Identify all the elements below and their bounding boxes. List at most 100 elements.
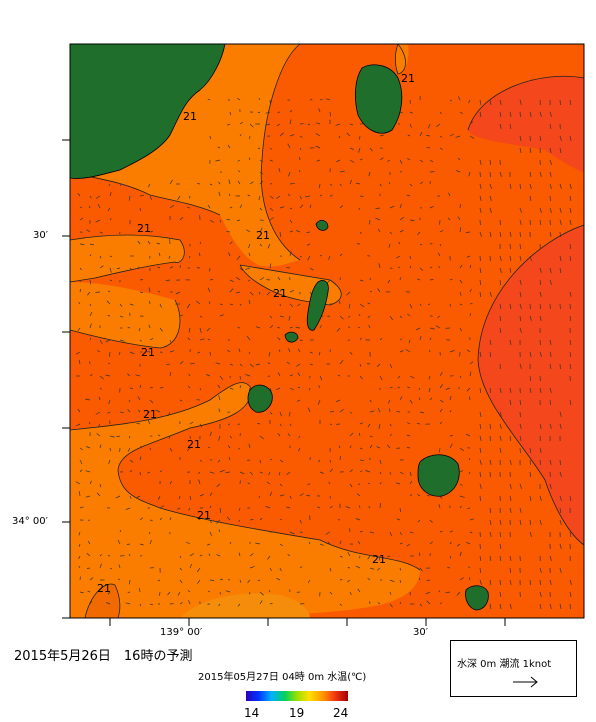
current-vector: [257, 111, 261, 114]
current-vector: [89, 279, 91, 285]
current-vector: [159, 505, 165, 509]
current-vector: [447, 567, 451, 569]
current-vector: [469, 313, 472, 317]
current-vector: [277, 326, 281, 329]
current-vector: [129, 387, 134, 389]
current-vector: [139, 279, 143, 281]
current-vector: [168, 435, 171, 439]
current-vector: [296, 399, 301, 402]
current-vector: [468, 458, 471, 461]
current-vector: [248, 351, 251, 354]
current-vector: [199, 327, 202, 333]
current-vector: [419, 243, 423, 246]
current-vector: [99, 563, 102, 569]
current-vector: [398, 241, 401, 245]
current-vector: [429, 159, 434, 163]
current-vector: [139, 207, 141, 212]
current-vector: [255, 326, 261, 329]
current-vector: [199, 554, 203, 557]
current-vector: [469, 121, 474, 125]
current-vector: [257, 423, 261, 425]
current-vector: [259, 471, 263, 474]
current-vector: [259, 227, 263, 233]
current-vector: [559, 219, 562, 225]
current-vector: [318, 108, 321, 113]
x-tick-label: 30′: [413, 627, 428, 638]
current-vector: [209, 579, 215, 581]
current-vector: [179, 216, 184, 221]
current-vector: [269, 411, 273, 415]
current-vector: [549, 171, 552, 177]
current-vector: [218, 395, 221, 401]
current-vector: [499, 279, 501, 286]
current-vector: [239, 375, 241, 380]
current-vector: [388, 243, 391, 248]
current-vector: [389, 471, 391, 475]
current-vector: [409, 183, 413, 187]
current-vector: [559, 231, 561, 238]
current-vector: [289, 119, 292, 125]
current-vector: [259, 277, 265, 281]
current-vector: [97, 350, 101, 353]
current-vector: [479, 267, 482, 273]
current-vector: [449, 435, 453, 437]
current-vector: [79, 459, 83, 465]
contour-label: 21: [256, 229, 270, 242]
current-vector: [229, 363, 234, 366]
current-vector: [509, 579, 512, 585]
map-subtitle: 2015年05月27日 04時 0m 水温(℃): [198, 672, 367, 683]
current-vector: [227, 144, 231, 149]
current-vector: [459, 227, 462, 233]
current-vector: [198, 252, 201, 257]
current-vector: [179, 399, 183, 402]
current-vector: [248, 157, 251, 161]
current-vector: [399, 396, 403, 401]
current-vector: [228, 457, 231, 461]
current-vector: [249, 363, 254, 368]
current-vector: [457, 157, 461, 161]
current-vector: [86, 229, 91, 233]
current-vector: [549, 267, 552, 273]
current-vector: [479, 459, 482, 465]
current-vector: [216, 483, 221, 488]
current-vector: [349, 147, 354, 150]
current-vector: [79, 217, 84, 221]
current-vector: [258, 97, 261, 101]
current-vector: [237, 327, 241, 329]
current-vector: [369, 290, 372, 293]
current-vector: [215, 362, 221, 365]
current-vector: [306, 494, 311, 497]
current-vector: [225, 590, 231, 593]
current-vector: [149, 531, 151, 535]
current-vector: [479, 471, 481, 478]
current-vector: [279, 483, 283, 487]
current-vector: [559, 459, 561, 466]
current-vector: [165, 279, 171, 281]
current-vector: [265, 123, 271, 126]
current-vector: [549, 387, 552, 393]
current-vector: [439, 421, 443, 425]
current-vector: [129, 495, 132, 499]
current-vector: [127, 447, 131, 452]
current-vector: [337, 374, 341, 377]
current-vector: [97, 423, 101, 428]
current-vector: [405, 349, 411, 353]
current-vector: [338, 445, 341, 449]
current-vector: [269, 458, 273, 461]
current-vector: [438, 265, 441, 269]
current-vector: [429, 205, 434, 209]
current-vector: [466, 349, 471, 353]
current-vector: [399, 350, 404, 353]
current-vector: [499, 123, 502, 129]
current-vector: [539, 567, 542, 573]
current-vector: [357, 326, 361, 329]
current-vector: [218, 435, 221, 441]
current-vector: [229, 279, 234, 283]
current-vector: [439, 399, 444, 403]
cool-region-west: [70, 235, 185, 282]
current-vector: [159, 387, 164, 389]
current-vector: [406, 447, 411, 449]
current-vector: [499, 111, 502, 117]
current-vector: [339, 183, 342, 187]
current-vector: [529, 459, 531, 466]
